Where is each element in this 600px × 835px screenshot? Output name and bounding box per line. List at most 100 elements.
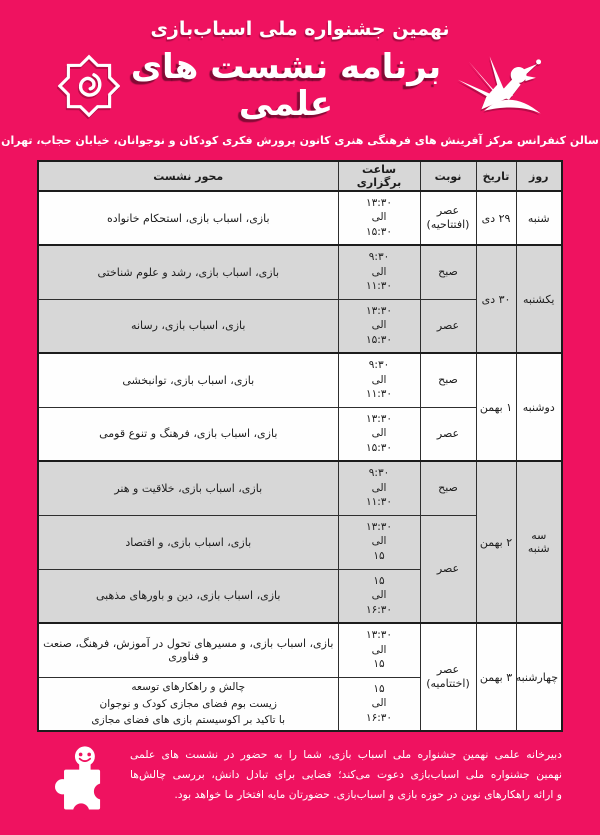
time-cell: ۹:۳۰ الی ۱۱:۳۰ [337,460,421,516]
shift-note: (افتتاحیه) [426,218,470,231]
table-row: سه شنبه ۲ بهمن صبح ۹:۳۰ الی ۱۱:۳۰ بازی، … [37,460,563,624]
time-cell: ۱۳:۳۰ الی ۱۵ [337,514,421,570]
festival-name: نهمین جشنواره ملی اسباب‌بازی [150,18,450,40]
kanoon-bird-logo-icon [452,55,548,117]
table-row: عصر ۱۳:۳۰ الی ۱۵ بازی، اسباب بازی، و اقت… [37,514,562,624]
date-cell: ۱ بهمن [475,352,517,462]
day-cell: یکشنبه [515,244,563,354]
venue-subtitle: سالن کنفرانس مرکز آفرینش های فرهنگی هنری… [1,134,599,147]
day-cell: شنبه [515,190,563,246]
shift-label: عصر [436,662,460,676]
time-to: ۱۶:۳۰ [365,711,393,724]
time-from: ۱۳:۳۰ [365,520,393,533]
topic-cell: بازی، اسباب بازی، خلاقیت و هنر [37,460,339,516]
shift-label: صبح [438,265,458,279]
topic-cell: بازی، اسباب بازی، و اقتصاد [37,514,339,570]
header-row: برنامه نشست های علمی [0,40,600,128]
topic-line: زیست بوم فضای مجازی کودک و نوجوان [99,697,277,710]
time-from: ۱۳:۳۰ [365,629,393,642]
time-word: الی [371,481,387,494]
time-word: الی [371,697,387,710]
table-row: چهارشنبه ۳ بهمن عصر (اختتامیه) ۱۳:۳۰ الی… [37,622,563,732]
shift-cell: عصر [419,406,477,462]
table-row: عصر ۱۳:۳۰ الی ۱۵:۳۰ بازی، اسباب بازی، رس… [37,298,562,354]
time-to: ۱۵:۳۰ [365,226,393,238]
time-to: ۱۱:۳۰ [365,280,393,293]
date-cell: ۲۹ دی [475,190,517,246]
sessions-schedule-table: روز تاریخ نوبت ساعت برگزاری محور نشست شن… [37,160,563,732]
column-header-day: روز [515,160,563,192]
page-title: برنامه نشست های علمی [130,46,442,124]
shift-label: صبح [438,481,458,495]
time-from: ۹:۳۰ [368,467,390,480]
topic-line: چالش و راهکارهای توسعه [131,681,246,694]
time-from: ۹:۳۰ [368,251,390,264]
shift-cell: عصر (افتتاحیه) [419,190,477,246]
table-header-row: روز تاریخ نوبت ساعت برگزاری محور نشست [37,160,563,192]
topic-line: با تاکید بر اکوسیستم بازی های فضای مجازی [91,713,286,726]
time-word: الی [371,427,387,440]
time-word: الی [371,211,387,224]
time-cell: ۱۳:۳۰ الی ۱۵:۳۰ [337,406,421,462]
time-cell: ۱۳:۳۰ الی ۱۵:۳۰ [337,190,421,246]
shift-label: عصر [436,426,460,440]
time-from: ۱۳:۳۰ [365,196,393,209]
time-from: ۱۳:۳۰ [365,412,393,425]
shift-note: (اختتامیه) [426,677,470,690]
topic-cell: بازی، اسباب بازی، استحکام خانواده [37,190,339,246]
time-from: ۱۳:۳۰ [365,304,393,317]
time-word: الی [371,589,387,602]
time-cell: ۱۵ الی ۱۶:۳۰ [337,568,421,624]
day-cell: چهارشنبه [515,622,563,732]
time-word: الی [371,373,387,386]
topic-cell: بازی، اسباب بازی، فرهنگ و تنوع قومی [37,406,339,462]
time-cell: ۹:۳۰ الی ۱۱:۳۰ [337,352,421,408]
time-word: الی [371,319,387,332]
invitation-line: و ارائه راهکارهای نوین در حوزه بازی و اس… [174,787,562,801]
time-to: ۱۵ [373,550,385,562]
time-to: ۱۵:۳۰ [365,333,393,346]
date-cell: ۳۰ دی [475,244,517,354]
festival-star-logo-icon [57,53,121,119]
time-to: ۱۱:۳۰ [365,496,393,509]
time-cell: ۱۳:۳۰ الی ۱۵:۳۰ [337,298,421,354]
shift-cell: عصر [419,298,477,354]
table-row: ۱۵ الی ۱۶:۳۰ چالش و راهکارهای توسعه زیست… [37,676,562,732]
time-cell: ۱۵ الی ۱۶:۳۰ [337,676,421,732]
table-row: شنبه ۲۹ دی عصر (افتتاحیه) ۱۳:۳۰ الی ۱۵:۳… [37,190,563,246]
table-row: ۱۵ الی ۱۶:۳۰ بازی، اسباب بازی، دین و باو… [37,568,562,624]
shift-cell: عصر (اختتامیه) [419,622,477,732]
time-to: ۱۵ [373,658,385,671]
table-row: دوشنبه ۱ بهمن صبح ۹:۳۰ الی ۱۱:۳۰ بازی، ا… [37,352,563,462]
date-cell: ۲ بهمن [475,460,517,624]
time-word: الی [371,535,387,548]
topic-cell: بازی، اسباب بازی، رسانه [37,298,339,354]
invitation-line: نهمین جشنواره ملی اسباب‌بازی دعوت می‌کند… [130,767,562,781]
column-header-date: تاریخ [475,160,517,192]
time-to: ۱۶:۳۰ [365,603,393,616]
shift-cell: عصر [419,514,477,624]
time-cell: ۱۳:۳۰ الی ۱۵ [337,622,421,678]
time-word: الی [371,265,387,278]
table-row: عصر ۱۳:۳۰ الی ۱۵:۳۰ بازی، اسباب بازی، فر… [37,406,562,462]
shift-cell: صبح [419,460,477,516]
day-cell: سه شنبه [515,460,563,624]
footer: دبیرخانه علمی نهمین جشنواره ملی اسباب با… [0,732,600,820]
invitation-line: دبیرخانه علمی نهمین جشنواره ملی اسباب با… [130,748,562,761]
time-word: الی [371,643,387,656]
invitation-text: دبیرخانه علمی نهمین جشنواره ملی اسباب با… [130,745,562,805]
time-from: ۱۵ [373,682,385,695]
topic-cell: بازی، اسباب بازی، توانبخشی [37,352,339,408]
shift-cell: صبح [419,244,477,300]
time-from: ۹:۳۰ [368,359,390,372]
shift-label: عصر [436,203,460,217]
topic-cell: بازی، اسباب بازی، و مسیرهای تحول در آموز… [37,622,339,678]
shift-label: صبح [438,373,458,387]
topic-cell: بازی، اسباب بازی، دین و باورهای مذهبی [37,568,339,624]
time-to: ۱۵:۳۰ [365,441,393,454]
puzzle-mascot-icon [52,745,114,820]
topic-cell: چالش و راهکارهای توسعه زیست بوم فضای مجا… [37,676,339,732]
column-header-time: ساعت برگزاری [337,160,421,192]
column-header-topic: محور نشست [37,160,339,192]
